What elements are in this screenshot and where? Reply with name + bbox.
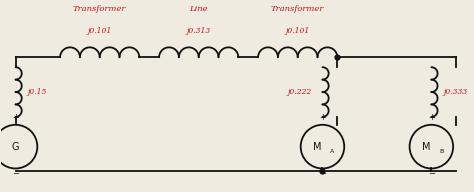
Text: −: − <box>428 170 435 179</box>
Text: M: M <box>422 142 431 152</box>
Text: j0.333: j0.333 <box>443 88 467 96</box>
Text: A: A <box>330 149 335 154</box>
Text: Transformer: Transformer <box>73 5 127 13</box>
Text: +: + <box>12 113 19 122</box>
Text: +: + <box>319 113 326 122</box>
Text: j0.313: j0.313 <box>187 27 211 36</box>
Text: j0.15: j0.15 <box>27 88 47 96</box>
Text: −: − <box>319 170 326 179</box>
Text: −: − <box>12 170 19 179</box>
Text: M: M <box>313 142 322 152</box>
Text: +: + <box>428 113 435 122</box>
Text: B: B <box>439 149 443 154</box>
Text: j0.101: j0.101 <box>286 27 310 36</box>
Text: G: G <box>12 142 19 152</box>
Text: j0.222: j0.222 <box>288 88 312 96</box>
Text: Line: Line <box>190 5 208 13</box>
Text: Transformer: Transformer <box>271 5 324 13</box>
Text: j0.101: j0.101 <box>88 27 112 36</box>
